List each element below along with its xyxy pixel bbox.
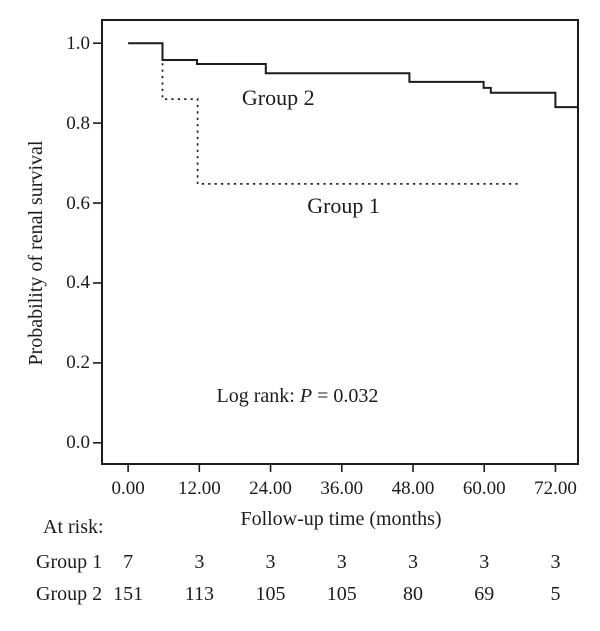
x-tick-label: 36.00	[320, 478, 364, 499]
survival-curves	[128, 42, 578, 185]
at-risk-count: 105	[326, 583, 357, 605]
plot-border	[101, 19, 579, 465]
at-risk-row-label-group-2: Group 2	[36, 583, 103, 605]
y-tick-label: 0.0	[66, 432, 90, 454]
series-label-group-1: Group 1	[307, 193, 380, 219]
x-tick-label: 72.00	[534, 478, 577, 499]
at-risk-row-label-group-1: Group 1	[36, 551, 103, 573]
at-risk-count: 3	[336, 551, 347, 573]
at-risk-count: 69	[474, 583, 495, 605]
x-tick-label: 0.00	[111, 478, 145, 499]
at-risk-count: 3	[265, 551, 276, 573]
log-rank-prefix: Log rank:	[216, 385, 300, 408]
x-tick-label: 60.00	[462, 478, 506, 499]
at-risk-count: 80	[403, 583, 423, 605]
y-tick-label: 0.6	[66, 192, 90, 214]
survival-curve-group-1	[161, 63, 522, 185]
at-risk-count: 3	[408, 551, 418, 573]
log-rank-value: = 0.032	[312, 385, 379, 408]
log-rank-annotation: Log rank: P = 0.032	[217, 385, 379, 407]
at-risk-count: 5	[550, 583, 561, 605]
y-axis-title: Probability of renal survival	[25, 140, 47, 366]
y-tick-label: 0.8	[66, 112, 90, 134]
survival-curve-group-2	[128, 42, 578, 109]
at-risk-header: At risk:	[43, 516, 104, 538]
at-risk-count: 3	[194, 551, 205, 573]
at-risk-count: 3	[479, 551, 490, 573]
y-tick-label: 0.4	[66, 272, 90, 294]
at-risk-count: 3	[550, 551, 561, 573]
y-tick-label: 0.2	[66, 352, 90, 374]
at-risk-count: 7	[123, 551, 134, 573]
log-rank-stat-symbol: P	[299, 385, 313, 408]
x-tick-label: 12.00	[177, 478, 221, 499]
x-tick-label: 48.00	[391, 478, 435, 499]
y-tick-label: 1.0	[66, 32, 90, 54]
at-risk-count: 105	[255, 583, 286, 605]
at-risk-count: 151	[113, 583, 144, 605]
at-risk-count: 113	[184, 583, 214, 605]
plot-axes	[93, 19, 579, 472]
x-axis-title: Follow-up time (months)	[240, 508, 442, 530]
x-tick-label: 24.00	[249, 478, 292, 499]
series-label-group-2: Group 2	[241, 85, 315, 111]
